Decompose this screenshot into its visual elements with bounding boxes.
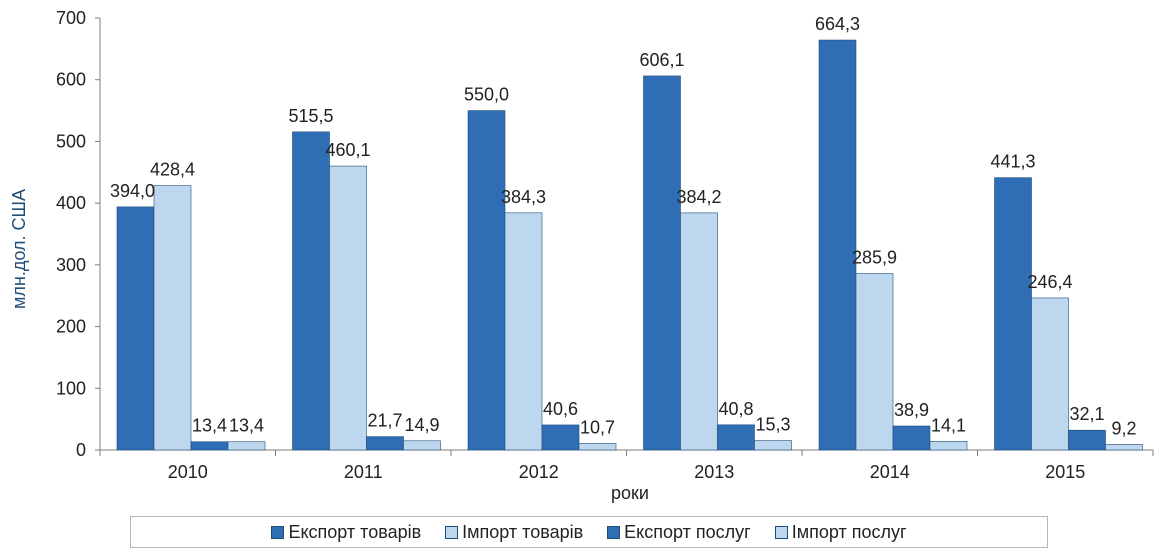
data-label: 40,6 [543,399,578,419]
x-tick-label: 2014 [870,462,910,482]
data-label: 246,4 [1027,272,1072,292]
data-label: 10,7 [580,417,615,437]
legend-swatch [774,525,788,539]
data-label: 40,8 [718,399,753,419]
bar [643,75,681,451]
data-label: 15,3 [755,415,790,435]
bar [994,177,1032,451]
y-tick-label: 0 [76,440,86,460]
bar [329,165,367,451]
bar [754,440,792,451]
bar [403,440,441,451]
x-tick-label: 2012 [519,462,559,482]
bar [1068,429,1106,451]
bar [116,206,155,451]
bar [190,441,229,451]
bar [680,212,718,451]
y-tick-label: 200 [56,317,86,337]
x-tick-label: 2013 [694,462,734,482]
data-label: 32,1 [1069,404,1104,424]
y-tick-label: 600 [56,70,86,90]
data-label: 664,3 [815,14,860,34]
x-tick-label: 2011 [344,462,383,482]
legend-swatch [445,525,459,539]
bar [818,39,857,451]
data-label: 606,1 [639,50,684,70]
x-axis: 2010 2011 2012 2013 2014 2015 [95,449,1154,482]
data-label: 515,5 [288,106,333,126]
legend-swatch [607,525,621,539]
legend-item: Імпорт товарів [445,522,583,543]
data-labels-group: 394,0 515,5 550,0 606,1 664,3 441,3 428,4 460,1… [110,14,1137,438]
x-axis-title: роки [611,483,649,503]
bar [855,273,894,451]
data-label: 460,1 [325,140,370,160]
bar [292,131,330,451]
bar [717,424,755,451]
bar [541,424,580,451]
y-axis-title: млн.дол. США [9,189,29,309]
legend-label: Експорт товарів [288,521,422,542]
bar [1031,297,1069,451]
bar [504,212,543,451]
data-label: 14,9 [404,415,439,435]
bar [1105,444,1143,451]
data-label: 285,9 [852,248,897,268]
y-tick-label: 400 [56,193,86,213]
legend-swatch [271,525,285,539]
data-label: 550,0 [464,85,509,105]
legend-item: Імпорт послуг [774,521,907,543]
data-label: 384,3 [501,187,546,207]
bar [929,440,968,451]
data-label: 13,4 [229,416,264,436]
data-label: 9,2 [1111,418,1136,438]
x-tick-label: 2010 [168,462,208,482]
data-label: 394,0 [110,181,155,201]
data-label: 38,9 [894,400,929,420]
bar [892,425,931,451]
data-label: 14,1 [931,415,966,435]
legend: Експорт товарів Імпорт товарів Експорт пос… [130,516,1048,548]
bar [153,185,192,451]
legend-label: Імпорт послуг [791,521,907,542]
bar [467,110,506,451]
y-tick-label: 700 [56,8,86,28]
bar [578,443,617,451]
data-label: 428,4 [150,160,195,180]
y-axis: 0 100 200 300 400 500 600 700 [56,8,101,460]
y-tick-label: 300 [56,255,86,275]
y-tick-label: 500 [56,131,86,151]
legend-label: Імпорт товарів [462,521,584,542]
bar [227,441,266,451]
data-label: 441,3 [990,152,1035,172]
x-tick-label: 2015 [1045,462,1085,482]
data-label: 13,4 [192,416,227,436]
legend-item: Експорт товарів [271,522,421,543]
bars-group [116,39,1143,451]
data-label: 21,7 [367,411,402,431]
bar [366,436,404,451]
legend-item: Експорт послуг [607,522,751,543]
data-label: 384,2 [676,187,721,207]
y-tick-label: 100 [56,378,86,398]
legend-label: Експорт послуг [624,521,751,542]
